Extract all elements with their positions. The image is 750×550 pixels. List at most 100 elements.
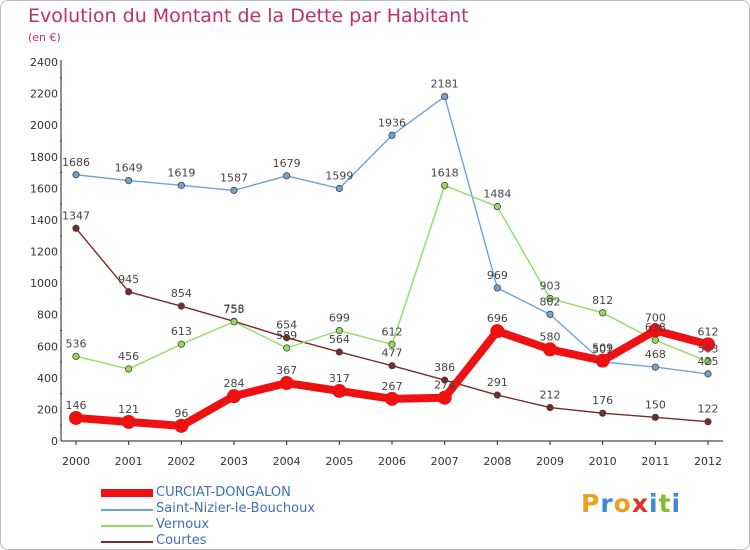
- data-point: [177, 302, 185, 310]
- x-tick-label: 2012: [694, 455, 722, 468]
- data-point: [230, 186, 238, 194]
- data-point: [704, 370, 712, 378]
- data-point: [72, 224, 80, 232]
- data-label: 945: [118, 273, 139, 286]
- data-point: [490, 324, 505, 339]
- legend-item: CURCIAT-DONGALON: [101, 485, 401, 500]
- data-point: [283, 344, 291, 352]
- x-tick-label: 2008: [483, 455, 511, 468]
- data-label: 802: [540, 295, 561, 308]
- data-point: [441, 181, 449, 190]
- data-label: 176: [592, 394, 613, 407]
- x-tick-label: 2011: [641, 455, 669, 468]
- data-point: [230, 318, 238, 326]
- data-label: 1936: [378, 116, 406, 129]
- legend-swatch: [101, 525, 153, 527]
- data-point: [279, 376, 294, 391]
- y-tick-label: 1600: [30, 182, 58, 195]
- data-label: 699: [329, 312, 350, 325]
- data-point: [595, 353, 610, 368]
- data-point: [704, 357, 712, 366]
- data-label: 456: [118, 350, 139, 363]
- data-label: 317: [329, 372, 350, 385]
- data-point: [437, 390, 452, 405]
- x-tick-label: 2003: [220, 455, 248, 468]
- legend-item: Saint-Nizier-le-Bouchoux: [101, 501, 401, 516]
- data-label: 121: [118, 403, 139, 416]
- y-tick-label: 1200: [30, 246, 58, 259]
- y-tick-label: 2200: [30, 88, 58, 101]
- data-label: 1649: [115, 162, 143, 175]
- y-tick-label: 0: [51, 435, 58, 448]
- data-label: 1484: [483, 188, 511, 201]
- data-point: [546, 310, 554, 318]
- y-tick-label: 1800: [30, 151, 58, 164]
- logo-letter: r: [600, 489, 614, 518]
- data-label: 536: [66, 337, 87, 350]
- data-label: 612: [382, 325, 403, 338]
- y-tick-label: 2000: [30, 119, 58, 132]
- data-label: 425: [698, 355, 719, 368]
- legend-swatch: [101, 509, 153, 511]
- logo-letter: t: [658, 489, 672, 518]
- data-point: [388, 340, 396, 348]
- data-point: [546, 403, 554, 412]
- data-point: [335, 184, 343, 193]
- data-point: [388, 362, 396, 370]
- data-point: [546, 294, 554, 303]
- data-point: [543, 342, 557, 357]
- data-label: 1679: [273, 157, 301, 170]
- data-point: [493, 284, 501, 292]
- y-tick-label: 1000: [30, 277, 58, 290]
- data-point: [125, 176, 133, 185]
- data-point: [227, 389, 241, 404]
- legend-label: Courtes: [156, 533, 207, 548]
- data-label: 903: [540, 279, 561, 292]
- data-label: 1347: [62, 209, 90, 222]
- data-point: [599, 309, 607, 317]
- legend-item: Courtes: [101, 533, 401, 548]
- data-label: 503: [698, 343, 719, 356]
- data-label: 1619: [167, 166, 195, 179]
- data-label: 638: [645, 321, 666, 334]
- legend-label: Vernoux: [156, 517, 210, 532]
- data-label: 612: [698, 325, 719, 338]
- data-label: 386: [434, 361, 455, 374]
- data-label: 589: [276, 329, 297, 342]
- logo-letter: i: [649, 489, 659, 518]
- data-point: [283, 172, 291, 180]
- x-tick-label: 2010: [589, 455, 617, 468]
- data-point: [125, 288, 133, 296]
- proxiti-logo: Proxiti: [581, 489, 681, 518]
- data-point: [72, 352, 80, 360]
- data-label: 477: [382, 347, 403, 360]
- data-label: 755: [224, 303, 245, 316]
- logo-letter: o: [613, 489, 632, 518]
- x-tick-label: 2006: [378, 455, 406, 468]
- logo-letter: i: [671, 489, 682, 518]
- data-label: 284: [224, 377, 245, 390]
- data-point: [388, 131, 396, 139]
- data-label: 96: [174, 407, 188, 420]
- x-tick-label: 2004: [273, 455, 301, 468]
- data-label: 212: [540, 389, 561, 402]
- data-point: [332, 383, 347, 398]
- legend-swatch: [101, 541, 153, 543]
- legend-label: CURCIAT-DONGALON: [156, 485, 291, 500]
- chart-subtitle: (en €): [28, 31, 61, 44]
- data-point: [177, 340, 185, 348]
- x-tick-label: 2009: [536, 455, 564, 468]
- data-point: [648, 323, 663, 338]
- data-point: [651, 363, 659, 371]
- data-label: 1587: [220, 171, 248, 184]
- data-point: [72, 171, 80, 179]
- data-label: 146: [66, 399, 87, 412]
- x-tick-label: 2002: [167, 455, 195, 468]
- data-label: 274: [434, 379, 455, 392]
- data-point: [121, 414, 136, 429]
- data-label: 1599: [325, 169, 353, 182]
- legend-item: Vernoux: [101, 517, 401, 532]
- data-point: [174, 418, 189, 433]
- data-label: 758: [224, 302, 245, 315]
- y-tick-label: 600: [37, 340, 58, 353]
